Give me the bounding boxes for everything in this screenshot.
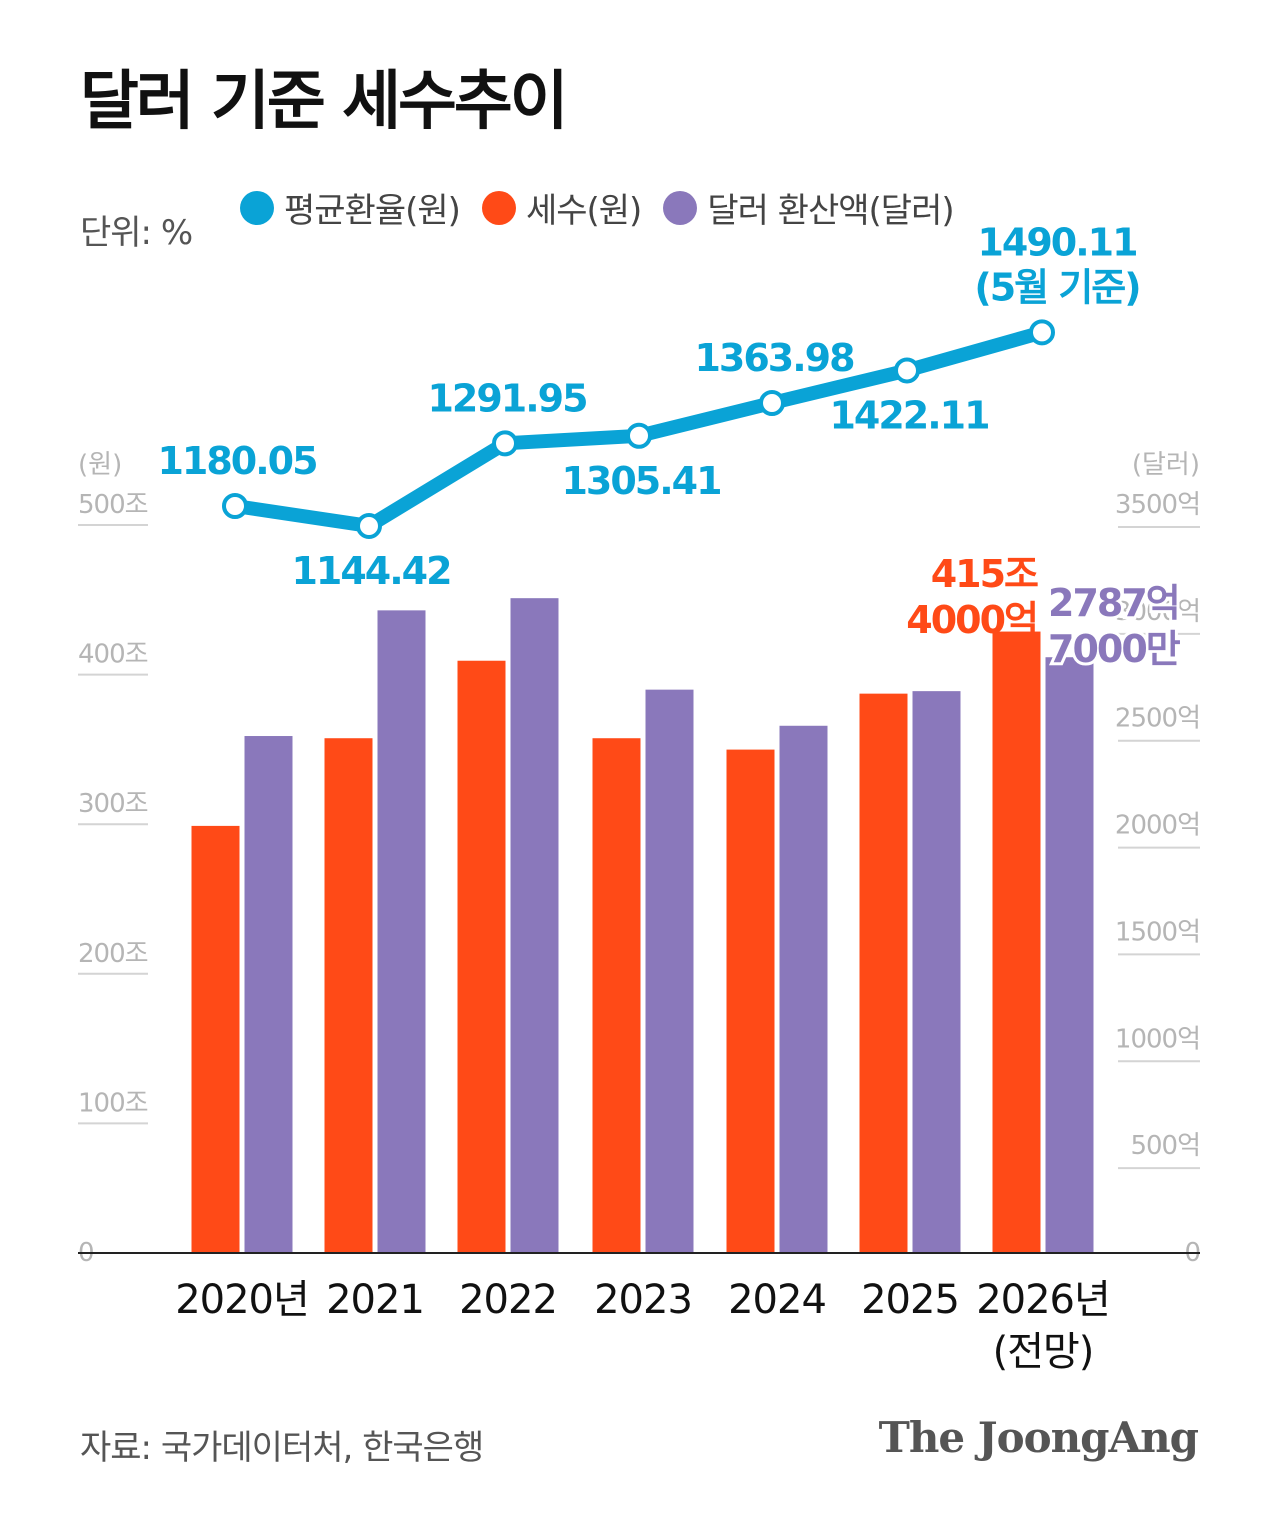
exchange-rate-label: 1422.11 [829, 393, 988, 437]
right-tick-label: 3500억 [1115, 490, 1200, 520]
x-tick-label: 2025 [861, 1277, 959, 1323]
right-tick-label: 1500억 [1115, 917, 1200, 947]
tax-revenue-annotation: 415조 [931, 552, 1038, 596]
x-tick-label: 2021 [326, 1277, 424, 1323]
right-tick-label: 500억 [1130, 1131, 1200, 1161]
brand-logo: The JoongAng [878, 1413, 1199, 1462]
x-tick-label: 2026년 [976, 1277, 1110, 1323]
exchange-rate-point [492, 430, 518, 457]
x-tick-label: 2020년 [175, 1277, 309, 1323]
bar-tax-revenue [457, 660, 506, 1253]
exchange-rate-label: 1144.42 [291, 549, 450, 593]
x-tick-label: 2023 [594, 1277, 692, 1323]
left-tick-label: 200조 [78, 939, 148, 969]
exchange-rate-label: 1180.05 [157, 439, 316, 483]
legend-dot-icon [481, 190, 516, 225]
exchange-rate-point [222, 493, 248, 519]
bar-dollar-amount [912, 691, 961, 1253]
bar-tax-revenue [859, 693, 908, 1253]
bar-dollar-amount [510, 598, 559, 1253]
bar-dollar-amount [1045, 657, 1094, 1253]
legend: 평균환율(원) 세수(원) 달러 환산액(달러) [240, 183, 955, 232]
exchange-rate-label: 1291.95 [427, 376, 586, 420]
x-tick-label: (전망) [993, 1329, 1094, 1375]
legend-label: 달러 환산액(달러) [707, 191, 954, 231]
legend-item-exchange-rate: 평균환율(원) [240, 183, 461, 232]
legend-label: 평균환율(원) [284, 191, 461, 231]
left-tick-label: 300조 [78, 789, 148, 819]
legend-label: 세수(원) [525, 191, 642, 231]
bar-tax-revenue [992, 631, 1041, 1253]
left-tick-label: 100조 [78, 1088, 148, 1118]
right-tick-label: 2000억 [1115, 811, 1200, 841]
bar-dollar-amount [779, 725, 828, 1253]
page-title: 달러 기준 세수추이 [80, 65, 569, 139]
bar-tax-revenue [592, 738, 641, 1253]
x-tick-label: 2022 [459, 1277, 557, 1323]
tax-revenue-annotation: 4000억 [906, 598, 1037, 642]
exchange-rate-point [1029, 319, 1055, 346]
exchange-rate-label: 1305.41 [561, 459, 720, 503]
exchange-rate-point [626, 422, 652, 449]
bar-tax-revenue [726, 749, 775, 1253]
dollar-amount-annotation: 7000만 [1048, 627, 1181, 671]
bar-tax-revenue [324, 738, 373, 1253]
exchange-rate-point [759, 389, 785, 416]
right-tick-label: 3000억 [1115, 597, 1200, 627]
bar-dollar-amount [244, 736, 293, 1253]
exchange-rate-point [894, 357, 920, 384]
left-tick-label: 500조 [78, 490, 148, 520]
exchange-rate-point [356, 512, 382, 539]
left-tick-label: 400조 [78, 640, 148, 670]
exchange-rate-label: 1363.98 [694, 336, 854, 380]
bar-dollar-amount [645, 689, 694, 1253]
legend-dot-icon [663, 190, 698, 225]
x-tick-label: 2024 [728, 1277, 826, 1323]
legend-item-dollar-amount: 달러 환산액(달러) [663, 183, 955, 232]
bar-dollar-amount [377, 610, 426, 1253]
bar-tax-revenue [191, 825, 240, 1253]
right-axis-unit: (달러) [1132, 450, 1200, 480]
right-tick-label: 1000억 [1115, 1024, 1200, 1054]
chart: 0100조200조300조400조500조(원)0500억1000억1500억2… [78, 220, 1201, 1375]
dollar-amount-annotation: 2787억 [1048, 581, 1179, 625]
exchange-rate-label: (5월 기준) [974, 265, 1139, 309]
unit-label: 단위: % [80, 213, 193, 253]
legend-item-tax-revenue: 세수(원) [481, 183, 642, 232]
legend-dot-icon [240, 190, 274, 225]
exchange-rate-label: 1490.11 [977, 220, 1136, 264]
right-tick-label: 2500억 [1115, 704, 1200, 734]
source-note: 자료: 국가데이터처, 한국은행 [80, 1428, 484, 1468]
left-axis-unit: (원) [78, 450, 122, 480]
